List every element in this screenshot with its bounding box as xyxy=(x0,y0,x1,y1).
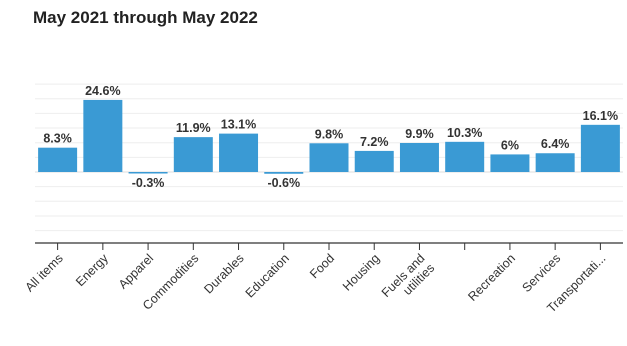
bar xyxy=(173,137,213,172)
data-label: 6% xyxy=(501,138,519,152)
bars xyxy=(38,99,620,174)
bar xyxy=(83,99,123,172)
tick-label: Apparel xyxy=(116,251,156,291)
tick-label: Housing xyxy=(340,251,382,293)
data-label: 9.9% xyxy=(405,127,434,141)
data-label: 16.1% xyxy=(583,109,618,123)
data-label: 7.2% xyxy=(360,135,389,149)
bar xyxy=(219,133,259,172)
bar xyxy=(399,142,439,172)
data-label: -0.6% xyxy=(267,176,300,190)
tick-label: Services xyxy=(519,251,563,295)
bar xyxy=(128,172,168,174)
data-label: 9.8% xyxy=(315,127,344,141)
tick-label: Energy xyxy=(73,251,111,289)
tick-label: All items xyxy=(22,251,65,294)
data-label: 8.3% xyxy=(43,132,72,146)
bar xyxy=(445,141,485,172)
bar xyxy=(535,153,575,172)
bar xyxy=(38,147,78,172)
data-label: 10.3% xyxy=(447,126,482,140)
data-label: 24.6% xyxy=(85,84,120,98)
chart-title: May 2021 through May 2022 xyxy=(33,8,258,27)
tick-label: Fuels andutilities xyxy=(379,251,437,309)
data-label: 13.1% xyxy=(221,118,256,132)
x-axis xyxy=(35,242,623,250)
tick-label: Durables xyxy=(201,251,246,296)
tick-label: Education xyxy=(243,251,292,300)
bar xyxy=(264,172,304,174)
bar xyxy=(309,143,349,172)
bar xyxy=(490,154,530,172)
gridlines xyxy=(35,83,623,232)
tick-label: Recreation xyxy=(465,251,518,304)
data-label: 11.9% xyxy=(176,121,211,135)
data-labels: 8.3% 24.6% -0.3% 11.9% 13.1% -0.6% 9.8% 7.2% 9.9… xyxy=(43,84,618,190)
data-label: 6.4% xyxy=(541,137,570,151)
data-label: -0.3% xyxy=(132,176,165,190)
bar xyxy=(354,150,394,172)
tick-label: Food xyxy=(307,251,337,281)
bar xyxy=(580,124,620,172)
